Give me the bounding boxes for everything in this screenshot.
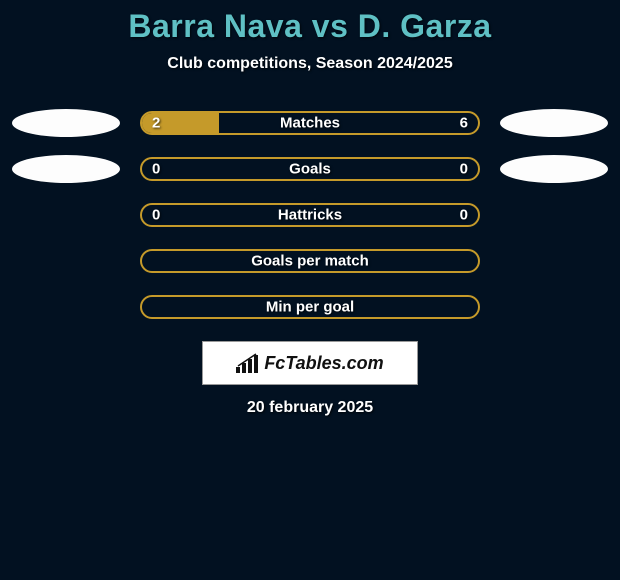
stat-label: Goals per match [251,253,369,270]
page-title: Barra Nava vs D. Garza [0,8,620,45]
player-avatar-right [500,155,608,183]
stat-bar: 0 Goals 0 [140,157,480,181]
bars-icon [236,353,260,373]
stat-row: 0 Goals 0 [0,157,620,181]
logo-text: FcTables.com [264,353,383,374]
stat-value-left: 0 [152,161,160,178]
stat-bar: 2 Matches 6 [140,111,480,135]
stat-row: 2 Matches 6 [0,111,620,135]
stat-row: 0 Hattricks 0 [0,203,620,227]
stat-label: Goals [289,161,331,178]
stat-label: Hattricks [278,207,342,224]
stat-bar: 0 Hattricks 0 [140,203,480,227]
stat-label: Min per goal [266,299,354,316]
stat-bar: Goals per match [140,249,480,273]
source-logo: FcTables.com [202,341,418,385]
comparison-infographic: Barra Nava vs D. Garza Club competitions… [0,0,620,580]
stat-row: Goals per match [0,249,620,273]
stat-rows: 2 Matches 6 0 Goals 0 0 Hattricks 0 Goals per mat… [0,111,620,319]
player-avatar-left [12,155,120,183]
stat-label: Matches [280,115,340,132]
stat-row: Min per goal [0,295,620,319]
stat-value-right: 0 [460,207,468,224]
subtitle: Club competitions, Season 2024/2025 [0,55,620,73]
stat-value-left: 0 [152,207,160,224]
date-stamp: 20 february 2025 [0,399,620,417]
player-avatar-left [12,109,120,137]
stat-value-right: 6 [460,115,468,132]
stat-value-left: 2 [152,115,160,132]
stat-value-right: 0 [460,161,468,178]
stat-bar: Min per goal [140,295,480,319]
player-avatar-right [500,109,608,137]
